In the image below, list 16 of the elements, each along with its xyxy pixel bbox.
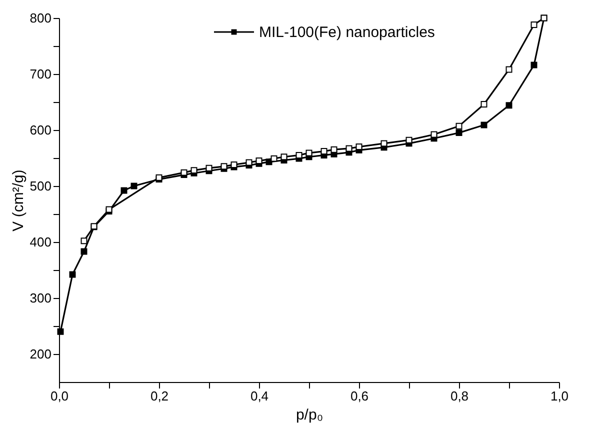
y-tick-label: 400 [30,234,52,250]
x-tick-label: 0,0 [50,388,69,404]
y-tick-label: 800 [30,10,52,26]
x-tick-label: 0,8 [450,388,469,404]
y-axis-title: V (cm²/g) [10,170,27,232]
y-tick-label: 700 [30,66,52,82]
x-tick-label: 0,4 [250,388,269,404]
x-tick-label: 0,2 [150,388,169,404]
legend-label: MIL-100(Fe) nanoparticles [259,24,435,41]
y-tick-label: 200 [30,346,52,362]
x-tick-label: 1,0 [550,388,569,404]
x-axis-title: p/p₀ [296,406,324,424]
y-tick-label: 500 [30,178,52,194]
y-tick-label: 300 [30,290,52,306]
y-tick-label: 600 [30,122,52,138]
x-tick-label: 0,6 [350,388,369,404]
